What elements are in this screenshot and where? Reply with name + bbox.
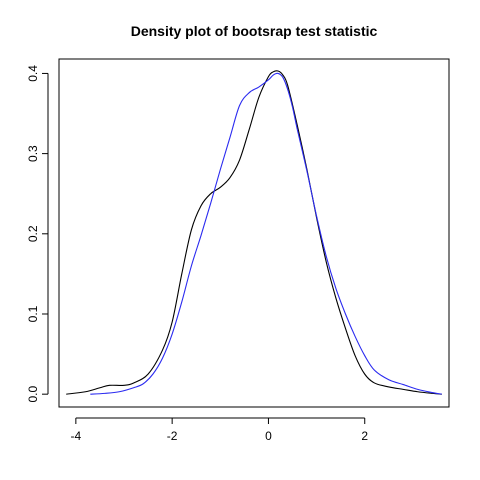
y-tick-label: 0.3: [26, 145, 40, 162]
density-line-black: [66, 70, 442, 395]
y-tick-label: 0.0: [26, 386, 40, 403]
chart-title: Density plot of bootsrap test statistic: [131, 23, 378, 39]
y-tick-label: 0.2: [26, 225, 40, 242]
density-line-blue: [90, 72, 442, 395]
x-tick-label: 0: [265, 429, 272, 443]
plot-area: -4 -2 0 2 0.0 0.1 0.2 0.3 0.4: [26, 58, 450, 443]
x-tick-label: 2: [361, 429, 368, 443]
x-tick-label: -2: [167, 429, 178, 443]
y-tick-label: 0.1: [26, 305, 40, 322]
plot-frame: [58, 58, 450, 408]
y-tick-label: 0.4: [26, 65, 40, 82]
x-tick-label: -4: [71, 429, 82, 443]
